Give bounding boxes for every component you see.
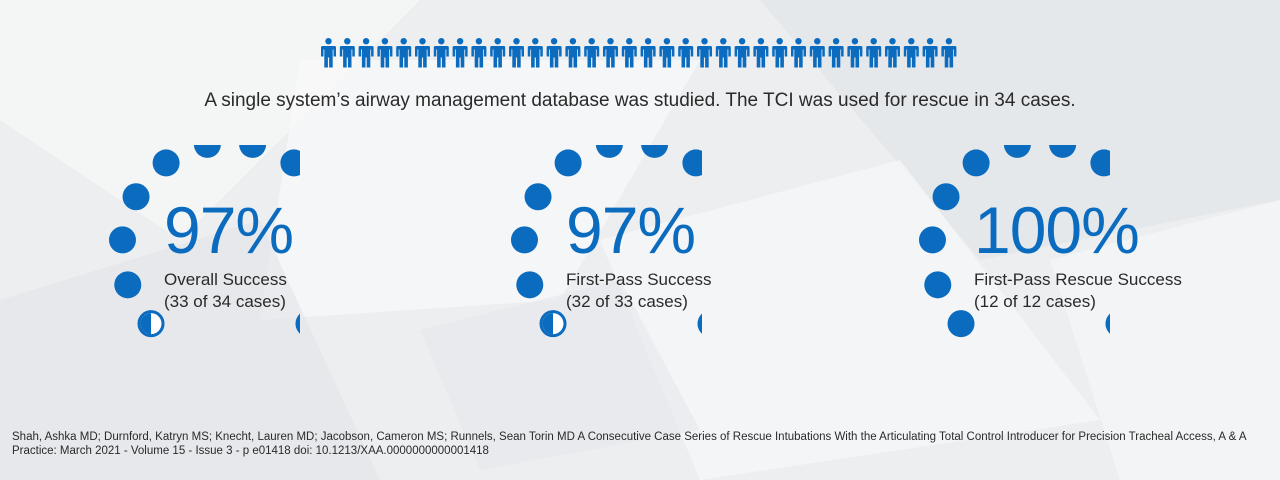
people-icon-row [321, 38, 957, 68]
stat-detail: (12 of 12 cases) [974, 292, 1096, 311]
person-icon [377, 38, 393, 68]
filled-dot [510, 226, 538, 254]
filled-dot [595, 145, 623, 158]
person-icon [321, 38, 336, 68]
person-icon [659, 38, 675, 68]
person-icon [452, 38, 468, 68]
filled-dot [924, 271, 952, 299]
person-icon [490, 38, 506, 68]
stat-detail: (33 of 34 cases) [164, 292, 286, 311]
stat-first-pass-success: 97% First-Pass Success (32 of 33 cases) [502, 145, 862, 375]
person-icon [678, 38, 694, 68]
person-icon [715, 38, 731, 68]
stat-label: First-Pass Success [566, 270, 712, 289]
person-icon [527, 38, 543, 68]
filled-dot [1090, 149, 1110, 177]
person-icon [772, 38, 788, 68]
filled-dot [554, 149, 582, 177]
person-icon [941, 38, 957, 68]
person-icon [734, 38, 750, 68]
stat-label: First-Pass Rescue Success [974, 270, 1182, 289]
stat-percent: 100% [974, 193, 1140, 267]
person-icon [922, 38, 938, 68]
person-icon [828, 38, 844, 68]
filled-dot [1105, 313, 1110, 334]
filled-dot [114, 271, 142, 299]
person-icon [358, 38, 374, 68]
filled-dot [524, 183, 552, 211]
filled-dot [697, 313, 702, 334]
person-icon [621, 38, 637, 68]
filled-dot [932, 183, 960, 211]
filled-dot [516, 271, 544, 299]
person-icon [471, 38, 487, 68]
filled-dot [239, 145, 267, 158]
half-dot [539, 310, 567, 338]
person-icon [584, 38, 600, 68]
stat-first-pass-rescue-success: 100% First-Pass Rescue Success (12 of 12… [910, 145, 1270, 375]
stat-label: Overall Success [164, 270, 287, 289]
stat-percent: 97% [164, 193, 294, 267]
stat-label-block: First-Pass Rescue Success (12 of 12 case… [974, 269, 1182, 313]
person-icon [546, 38, 562, 68]
filled-dot [641, 145, 669, 158]
person-icon [415, 38, 430, 68]
filled-dot [122, 183, 150, 211]
filled-dot [1003, 145, 1031, 158]
person-icon [697, 38, 712, 68]
person-icon [847, 38, 863, 68]
citation-text: Shah, Ashka MD; Durnford, Katryn MS; Kne… [12, 431, 1246, 457]
person-icon [809, 38, 825, 68]
person-icon [396, 38, 412, 68]
person-icon [433, 38, 449, 68]
progress-dots [510, 145, 702, 338]
filled-dot [682, 149, 702, 177]
intro-text: A single system’s airway management data… [204, 90, 1076, 111]
filled-dot [152, 149, 180, 177]
progress-dots [918, 145, 1110, 338]
filled-dot [918, 226, 946, 254]
person-icon [791, 38, 806, 68]
stat-detail: (32 of 33 cases) [566, 292, 688, 311]
person-icon [565, 38, 581, 68]
filled-dot [193, 145, 221, 158]
half-dot [137, 310, 165, 338]
stat-label-block: Overall Success (33 of 34 cases) [164, 269, 287, 313]
filled-dot [1049, 145, 1077, 158]
filled-dot [280, 149, 300, 177]
stat-overall-success: 97% Overall Success (33 of 34 cases) [100, 145, 460, 375]
filled-dot [108, 226, 136, 254]
progress-dots [108, 145, 300, 338]
stat-percent: 97% [566, 193, 696, 267]
person-icon [640, 38, 656, 68]
person-icon [903, 38, 919, 68]
filled-dot [295, 313, 300, 334]
person-icon [339, 38, 355, 68]
person-icon [509, 38, 524, 68]
stat-label-block: First-Pass Success (32 of 33 cases) [566, 269, 711, 313]
filled-dot [947, 310, 975, 338]
person-icon [885, 38, 900, 68]
person-icon [753, 38, 769, 68]
person-icon [603, 38, 618, 68]
filled-dot [962, 149, 990, 177]
person-icon [866, 38, 882, 68]
